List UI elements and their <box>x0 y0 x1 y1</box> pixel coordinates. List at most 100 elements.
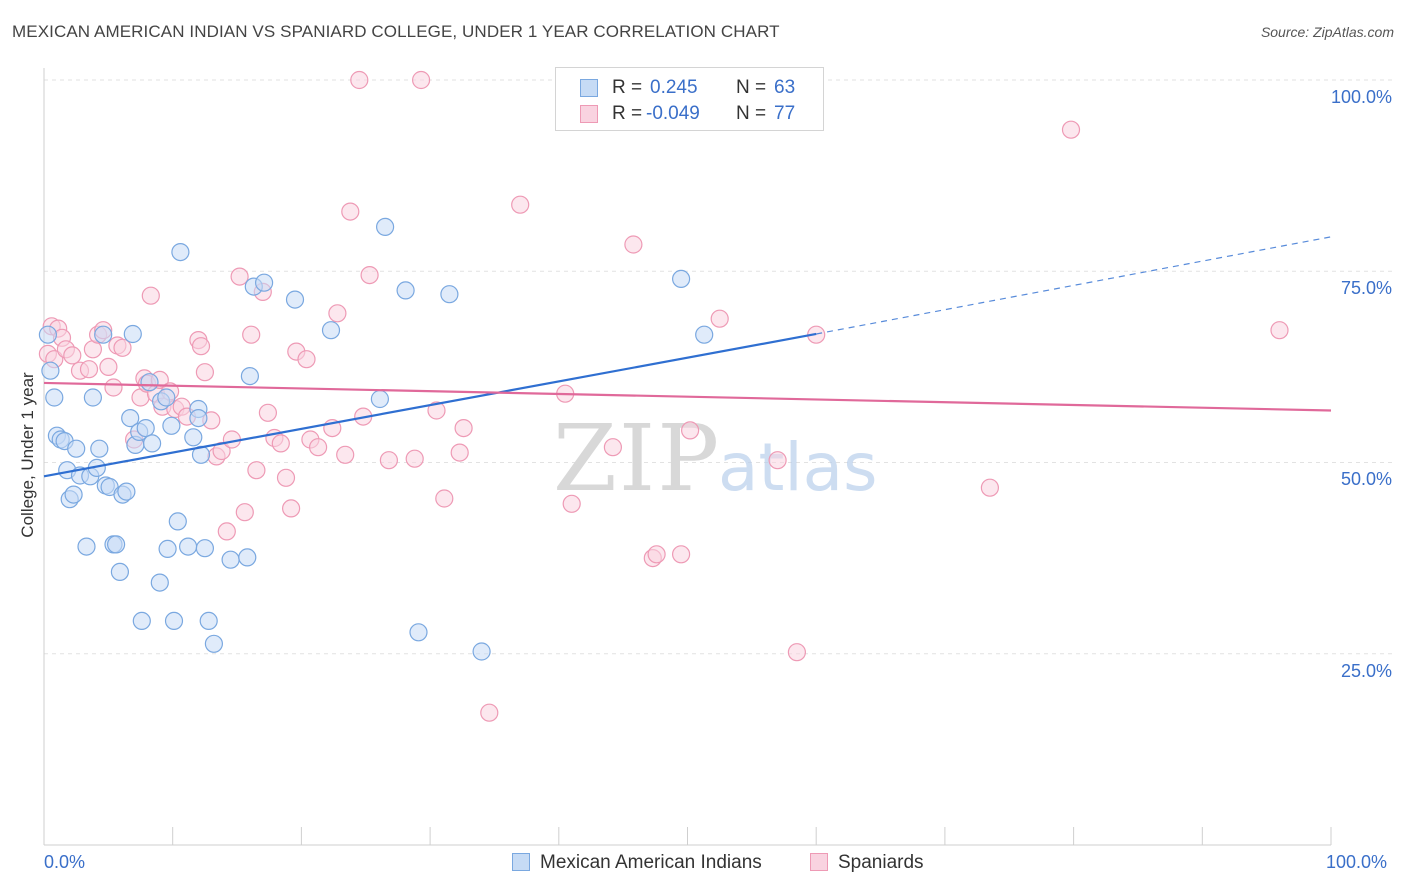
mexican-american-indian-point <box>376 217 395 236</box>
mexican-american-indian-point <box>255 273 274 292</box>
spaniard-point <box>230 267 249 286</box>
mexican-american-indian-point <box>64 485 83 504</box>
bottom-legend-label: Spaniards <box>838 852 924 873</box>
spaniard-point <box>191 337 211 356</box>
spaniard-point <box>671 545 691 564</box>
spaniard-point <box>647 545 666 564</box>
spaniard-point <box>450 443 469 462</box>
spaniard-point <box>427 401 446 420</box>
series-mexican-american-indians-points <box>38 217 714 661</box>
source-label: Source: ZipAtlas.com <box>1260 24 1394 40</box>
mexican-american-indian-point <box>41 361 60 380</box>
mexican-american-indian-point <box>238 548 257 567</box>
legend-swatch-blue <box>580 79 598 97</box>
mexican-american-indian-point <box>67 439 86 458</box>
mexican-american-indian-point <box>38 325 58 344</box>
watermark: ZIP atlas <box>553 405 878 512</box>
spaniard-point <box>341 202 360 221</box>
mexican-american-indian-point <box>164 611 184 631</box>
mexican-american-indian-point <box>45 388 64 407</box>
legend-n-value: 77 <box>774 103 796 124</box>
mexican-american-indian-point <box>199 611 218 631</box>
spaniard-point <box>768 451 787 470</box>
y-axis-label: College, Under 1 year <box>18 372 37 538</box>
spaniard-point <box>141 286 160 305</box>
mexican-american-indian-point <box>106 535 126 554</box>
spaniard-point <box>328 304 347 323</box>
legend-r-value: -0.049 <box>646 103 700 124</box>
bottom-legend-swatch-pink <box>810 853 828 871</box>
mexican-american-indian-point <box>189 409 208 428</box>
spaniard-point <box>680 421 700 440</box>
mexican-american-indian-point <box>285 290 305 309</box>
mexican-american-indian-point <box>90 439 109 458</box>
spaniard-point <box>113 338 132 357</box>
mexican-american-indian-point <box>370 389 389 409</box>
x-tick-label-0: 0.0% <box>44 852 86 872</box>
mexican-american-indian-point <box>123 324 142 344</box>
trend-line-mexican-american-indians <box>43 332 817 478</box>
mexican-american-indian-point <box>158 539 177 559</box>
mexican-american-indian-point <box>695 325 714 344</box>
spaniard-point <box>360 266 379 285</box>
bottom-legend-mexican-american-indians: Mexican American Indians <box>512 852 762 874</box>
mexican-american-indian-point <box>132 611 151 631</box>
spaniard-point <box>63 346 82 365</box>
legend-r-label: R = <box>612 103 643 124</box>
spaniard-point <box>309 438 328 457</box>
trend-line-spaniards <box>43 381 1332 412</box>
bottom-legend-label: Mexican American Indians <box>540 852 762 873</box>
legend-n-value: 63 <box>774 77 796 98</box>
mexican-american-indian-point <box>83 388 103 407</box>
mexican-american-indian-point <box>204 634 223 653</box>
spaniard-point <box>980 478 1000 497</box>
spaniard-point <box>412 70 431 90</box>
mexican-american-indian-point <box>150 573 169 592</box>
y-tick-label-25: 25.0% <box>1340 661 1392 681</box>
mexican-american-indian-point <box>110 562 130 582</box>
bottom-legend-swatch-blue <box>512 853 530 871</box>
axes <box>43 68 1332 846</box>
legend-swatch-pink <box>580 105 598 123</box>
spaniard-point <box>511 195 530 214</box>
spaniard-point <box>79 360 99 379</box>
watermark-zip: ZIP <box>553 405 721 512</box>
gridlines <box>44 79 1394 655</box>
mexican-american-indian-point <box>143 434 162 453</box>
spaniard-point <box>195 363 214 382</box>
y-tick-label-50: 50.0% <box>1340 469 1392 489</box>
mexican-american-indian-point <box>396 281 415 300</box>
spaniard-point <box>276 468 296 487</box>
spaniard-point <box>787 643 807 662</box>
mexican-american-indian-point <box>140 373 159 392</box>
mexican-american-indian-point <box>240 367 259 386</box>
trend-line-mexican-american-indians-extension <box>816 236 1332 335</box>
spaniard-point <box>271 434 290 453</box>
mexican-american-indian-point <box>409 623 428 642</box>
spaniard-point <box>710 309 729 328</box>
spaniard-point <box>1061 120 1081 139</box>
spaniard-point <box>104 378 123 397</box>
mexican-american-indian-point <box>195 539 214 558</box>
x-tick-label-100: 100.0% <box>1326 852 1388 872</box>
spaniard-point <box>379 451 398 470</box>
mexican-american-indian-point <box>168 512 187 531</box>
mexican-american-indian-point <box>184 428 203 447</box>
spaniard-point <box>336 445 355 464</box>
chart-title: MEXICAN AMERICAN INDIAN VS SPANIARD COLL… <box>12 22 780 41</box>
mexican-american-indian-point <box>94 325 113 344</box>
mexican-american-indian-point <box>179 537 198 556</box>
spaniard-point <box>242 325 261 344</box>
spaniard-point <box>235 503 254 522</box>
spaniard-point <box>480 703 499 722</box>
spaniard-point <box>247 461 266 480</box>
legend-r-label: R = <box>612 77 643 98</box>
mexican-american-indian-point <box>121 409 140 428</box>
spaniard-point <box>454 419 473 438</box>
mexican-american-indian-point <box>77 537 96 556</box>
spaniard-point <box>562 494 581 513</box>
mexican-american-indian-point <box>321 321 341 340</box>
stats-legend: R = 0.245 N = 63 R = -0.049 N = 77 <box>555 67 824 131</box>
mexican-american-indian-point <box>671 269 691 288</box>
legend-r-value: 0.245 <box>650 77 698 98</box>
